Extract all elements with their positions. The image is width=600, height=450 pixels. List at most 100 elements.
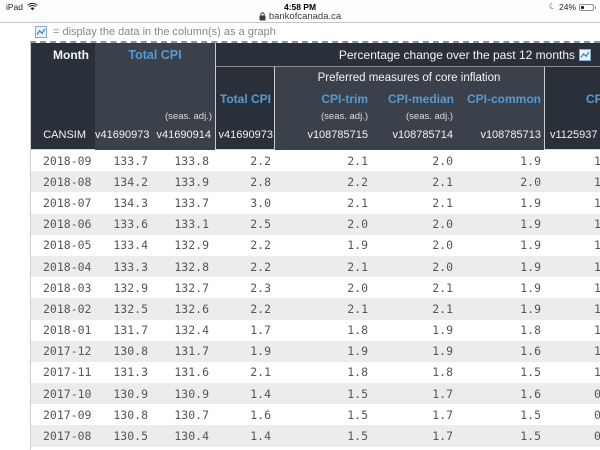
cell-total-cpi: 130.8 [113,344,148,359]
graph-hint: = display the data in the column(s) as a… [0,23,600,41]
cell-total-cpi: 132.5 [113,301,148,316]
link-total-cpi-group[interactable]: Total CPI [128,48,182,62]
table-row: 2017-08 130.5 130.4 1.4 1.5 1.7 1.5 0 [31,425,600,447]
url-domain: bankofcanada.ca [268,11,342,22]
preferred-band-bg [274,67,544,150]
cell-total-cpi-sa: 132.7 [174,280,209,295]
cansim-code: v108785714 [392,129,453,141]
cell-total-cpi: 130.8 [113,407,148,422]
table-header: Month Total CPI Percentage change over t… [31,43,600,150]
cell-pct-total-cpi: 1.4 [250,429,271,444]
cell-next-partial: 1 [544,323,600,337]
cell-total-cpi: 130.9 [113,386,148,401]
address-bar[interactable]: bankofcanada.ca [0,11,600,22]
cell-month: 2017-12 [43,344,92,359]
cell-total-cpi: 131.7 [113,323,148,338]
cell-total-cpi-sa: 132.8 [174,259,209,274]
battery-percent: 24% [558,2,576,12]
cansim-code: v108785715 [307,129,368,141]
cell-total-cpi: 133.4 [113,238,148,253]
divider [544,67,545,150]
link-cpi-trim[interactable]: CPI-trim [321,92,368,106]
cell-total-cpi: 134.3 [113,195,148,210]
seas-adj-label: (seas. adj.) [406,111,453,122]
cell-pct-total-cpi: 2.2 [250,238,271,253]
device-label: iPad [6,2,24,12]
cell-pct-total-cpi: 2.5 [250,217,271,232]
battery-icon [579,3,596,11]
cansim-code-partial: v1125937 [550,129,598,141]
cell-cpi-trim: 1.9 [347,238,368,253]
cell-cpi-median: 1.7 [432,407,453,422]
pct-change-label: Percentage change over the past 12 month… [338,48,575,62]
cell-cpi-trim: 2.0 [347,280,368,295]
cell-cpi-trim: 1.8 [347,323,368,338]
cansim-code: v108785713 [480,129,541,141]
cell-pct-total-cpi: 3.0 [250,195,271,210]
cell-total-cpi: 134.2 [113,174,148,189]
divider [215,66,600,67]
cell-total-cpi: 133.3 [113,259,148,274]
cell-month: 2017-11 [43,365,92,380]
cell-pct-total-cpi: 2.2 [250,301,271,316]
cell-next-partial: 1 [544,196,600,210]
table-row: 2017-11 131.3 131.6 2.1 1.8 1.8 1.5 1 [31,361,600,384]
cell-pct-total-cpi: 2.1 [250,365,271,380]
cell-next-partial: 0 [544,429,600,443]
cell-cpi-median: 2.1 [432,301,453,316]
table-row: 2018-02 132.5 132.6 2.2 2.1 2.1 1.9 1 [31,298,600,320]
wifi-icon [27,3,38,11]
cell-cpi-median: 1.9 [432,344,453,359]
cell-cpi-common: 1.9 [520,153,541,168]
status-time: 4:58 PM [283,2,317,12]
cansim-code: v41690973 [95,129,150,141]
cell-cpi-trim: 2.1 [347,301,368,316]
cansim-code: v41690973 [218,129,273,141]
cell-next-partial: 1 [544,281,600,295]
column-header-month: Month [53,48,89,62]
cell-cpi-trim: 1.5 [347,429,368,444]
cpi-table: Month Total CPI Percentage change over t… [30,41,600,450]
cell-total-cpi: 133.7 [113,153,148,168]
cell-pct-total-cpi: 1.7 [250,323,271,338]
table-row: 2018-04 133.3 132.8 2.2 2.1 2.0 1.9 1 [31,255,600,278]
cell-cpi-trim: 2.2 [347,174,368,189]
cell-total-cpi-sa: 133.9 [174,174,209,189]
cell-cpi-median: 1.7 [432,386,453,401]
cell-next-partial: 1 [544,344,600,358]
cell-next-partial: 1 [544,175,600,189]
cell-pct-total-cpi: 1.4 [250,386,271,401]
graph-icon[interactable] [579,49,591,61]
table-row: 2017-12 130.8 131.7 1.9 1.9 1.9 1.6 1 [31,340,600,362]
cell-month: 2018-04 [43,259,92,274]
link-next-column-partial[interactable]: CP [586,92,600,106]
graph-hint-text: = display the data in the column(s) as a… [53,26,276,38]
cell-month: 2018-07 [43,195,92,210]
cell-pct-total-cpi: 1.9 [250,344,271,359]
cell-total-cpi: 130.5 [113,429,148,444]
cell-cpi-median: 2.0 [432,259,453,274]
cell-pct-total-cpi: 2.2 [250,259,271,274]
browser-chrome: iPad 4:58 PM ☾ 24% bankofcanada.ca [0,0,600,23]
cell-total-cpi: 131.3 [113,365,148,380]
cell-next-partial: 1 [544,365,600,379]
cell-total-cpi-sa: 131.7 [174,344,209,359]
link-cpi-common[interactable]: CPI-common [466,92,541,106]
table-row: 2018-07 134.3 133.7 3.0 2.1 2.1 1.9 1 [31,192,600,214]
table-row: 2018-05 133.4 132.9 2.2 1.9 2.0 1.9 1 [31,234,600,256]
cell-next-partial: 0 [544,408,600,422]
cell-cpi-median: 2.1 [432,174,453,189]
cell-cpi-median: 2.0 [432,238,453,253]
status-left: iPad [6,2,38,12]
cell-month: 2018-01 [43,323,92,338]
table-row: 2018-01 131.7 132.4 1.7 1.8 1.9 1.8 1 [31,319,600,341]
cell-cpi-common: 1.8 [520,323,541,338]
cell-cpi-trim: 1.5 [347,386,368,401]
cell-next-partial: 0 [544,387,600,401]
cell-month: 2018-03 [43,280,92,295]
cell-cpi-common: 1.9 [520,195,541,210]
cell-total-cpi-sa: 130.7 [174,407,209,422]
link-cpi-median[interactable]: CPI-median [387,92,454,106]
table-row: 2017-10 130.9 130.9 1.4 1.5 1.7 1.6 0 [31,383,600,405]
link-total-cpi-pct[interactable]: Total CPI [219,92,271,106]
